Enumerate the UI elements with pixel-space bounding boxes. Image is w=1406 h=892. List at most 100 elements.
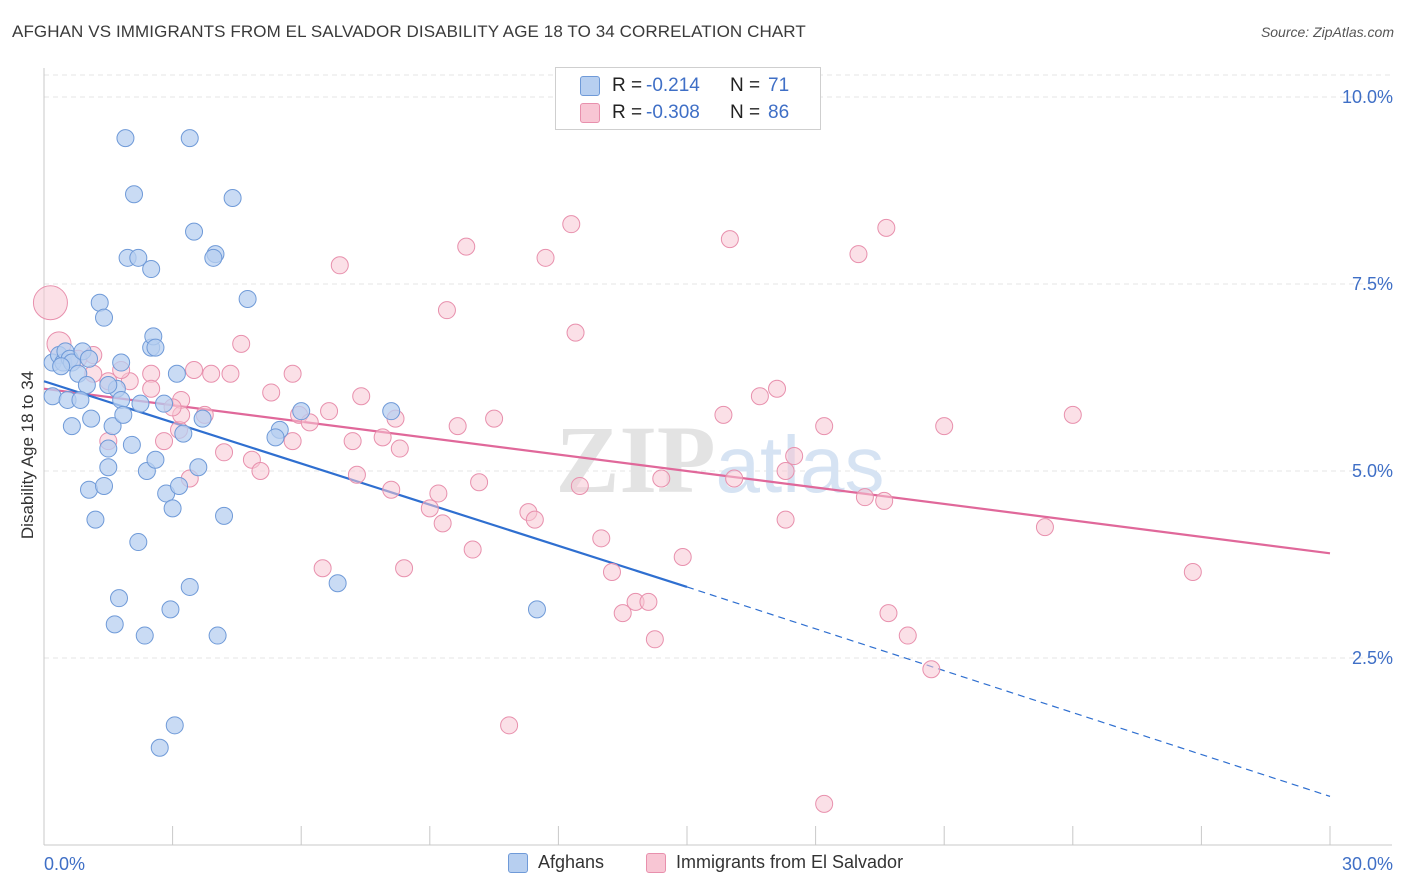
data-point-el-salvador <box>485 409 504 428</box>
data-point-el-salvador <box>330 256 349 275</box>
data-point-el-salvador <box>470 473 489 492</box>
data-point-el-salvador <box>922 660 941 679</box>
data-point-afghans <box>71 390 90 409</box>
data-point-el-salvador <box>898 626 917 645</box>
data-point-afghans <box>112 353 131 372</box>
data-point-el-salvador <box>750 387 769 406</box>
data-point-el-salvador <box>262 383 281 402</box>
data-point-afghans <box>135 626 154 645</box>
data-point-afghans <box>77 375 96 394</box>
data-point-el-salvador <box>879 604 898 623</box>
data-point-el-salvador <box>420 499 439 518</box>
data-point-afghans <box>180 129 199 148</box>
data-point-afghans <box>215 506 234 525</box>
trend-lines <box>43 380 1331 797</box>
data-point-afghans <box>163 499 182 518</box>
legend-n-label: N = <box>730 75 761 96</box>
data-point-afghans <box>86 510 105 529</box>
data-point-el-salvador <box>1035 518 1054 537</box>
legend-r-value: -0.308 <box>646 102 700 123</box>
data-point-afghans <box>103 417 122 436</box>
bottom-legend-label-el-salvador: Immigrants from El Salvador <box>676 852 904 872</box>
data-point-afghans <box>328 574 347 593</box>
bottom-legend-el-salvador: Immigrants from El Salvador <box>646 852 903 873</box>
data-point-el-salvador <box>313 559 332 578</box>
data-point-el-salvador <box>875 491 894 510</box>
data-point-afghans <box>208 626 227 645</box>
data-point-el-salvador <box>283 432 302 451</box>
data-point-el-salvador <box>433 514 452 533</box>
trend-line-el-salvador <box>43 387 1331 555</box>
legend-r-label: R = <box>612 102 643 123</box>
data-point-afghans <box>142 260 161 279</box>
data-point-afghans <box>82 409 101 428</box>
y-tick-label: 5.0% <box>1352 461 1393 481</box>
data-point-afghans <box>292 402 311 421</box>
data-point-afghans <box>382 402 401 421</box>
data-point-afghans <box>110 589 129 608</box>
data-point-el-salvador <box>849 245 868 264</box>
x-tick-label: 30.0% <box>1342 854 1393 874</box>
data-point-el-salvador <box>390 439 409 458</box>
data-point-afghans <box>114 405 133 424</box>
data-point-el-salvador <box>877 218 896 237</box>
data-point-el-salvador <box>352 387 371 406</box>
data-point-el-salvador <box>785 447 804 466</box>
data-point-el-salvador <box>1183 562 1202 581</box>
y-tick-label: 2.5% <box>1352 648 1393 668</box>
source-credit: Source: ZipAtlas.com <box>1260 24 1394 40</box>
data-point-el-salvador <box>673 548 692 567</box>
data-point-afghans <box>90 293 109 312</box>
data-point-afghans <box>80 480 99 499</box>
data-point-afghans <box>174 424 193 443</box>
data-point-el-salvador <box>202 364 221 383</box>
tick-labels: 2.5% 5.0% 7.5% 10.0% 0.0% 30.0% <box>44 87 1393 874</box>
trend-line-afghans-extrapolated <box>686 586 1331 797</box>
data-point-afghans <box>185 222 204 241</box>
data-point-afghans <box>266 428 285 447</box>
watermark-zip: ZIP <box>555 406 715 513</box>
y-axis-label: Disability Age 18 to 34 <box>18 370 37 540</box>
legend: R = -0.214 N = 71 R = -0.308 N = 86 <box>555 67 821 130</box>
data-point-el-salvador <box>457 237 476 256</box>
data-point-el-salvador <box>215 443 234 462</box>
legend-swatch-el-salvador <box>580 103 600 123</box>
data-point-el-salvador <box>283 364 302 383</box>
data-point-afghans <box>223 188 242 207</box>
data-point-afghans <box>125 185 144 204</box>
data-point-el-salvador <box>500 716 519 735</box>
data-point-el-salvador <box>592 529 611 548</box>
data-point-afghans <box>62 417 81 436</box>
data-point-el-salvador <box>142 364 161 383</box>
data-point-afghans <box>80 349 99 368</box>
data-point-el-salvador <box>639 592 658 611</box>
data-point-el-salvador <box>536 248 555 267</box>
legend-r-value: -0.214 <box>646 75 700 96</box>
data-point-afghans <box>131 394 150 413</box>
data-point-afghans <box>167 364 186 383</box>
data-point-el-salvador <box>613 604 632 623</box>
watermark: ZIPatlas <box>555 406 884 513</box>
legend-n-value: 86 <box>768 102 790 123</box>
data-point-afghans <box>95 476 114 495</box>
data-point-el-salvador <box>652 469 671 488</box>
data-point-el-salvador <box>373 428 392 447</box>
data-point-el-salvador <box>343 432 362 451</box>
data-point-el-salvador <box>570 476 589 495</box>
data-point-afghans <box>43 387 62 406</box>
data-point-afghans <box>95 308 114 327</box>
data-point-afghans <box>150 738 169 757</box>
data-point-el-salvador <box>525 510 544 529</box>
bottom-legend-swatch-el-salvador <box>646 852 666 873</box>
data-point-afghans <box>161 600 180 619</box>
data-point-el-salvador <box>437 301 456 320</box>
data-point-el-salvador <box>429 484 448 503</box>
data-point-afghans <box>193 409 212 428</box>
data-point-el-salvador <box>347 465 366 484</box>
data-point-el-salvador <box>768 379 787 398</box>
data-point-afghans <box>189 458 208 477</box>
data-point-afghans <box>122 435 141 454</box>
legend-row-afghans: R = -0.214 N = 71 <box>580 73 789 99</box>
data-point-afghans <box>146 338 165 357</box>
